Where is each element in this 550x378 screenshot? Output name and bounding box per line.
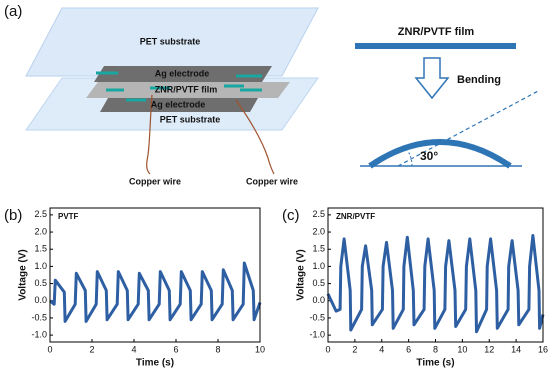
wire (235, 99, 275, 175)
y-axis-label: Voltage (V) (18, 249, 29, 300)
film-label: ZNR/PVTF film (398, 26, 475, 38)
nanorods (96, 71, 262, 102)
series-line (326, 234, 545, 334)
y-tick-label: 1.0 (34, 261, 47, 271)
x-tick-label: 8 (215, 344, 220, 354)
x-tick-label: 4 (131, 344, 136, 354)
layer-label: PET substrate (160, 114, 221, 124)
panel-label: (c) (282, 207, 300, 224)
layer-label: PET substrate (140, 36, 201, 46)
angle-arc (407, 150, 413, 167)
pet-top (25, 7, 319, 77)
bending-label: Bending (457, 74, 501, 86)
x-tick-label: 16 (538, 344, 548, 354)
y-tick-label: -0.5 (31, 312, 47, 322)
charts: -1.0 -0.5 0.0 0.5 1.0 1.5 2.0 2.5 0 2 4 6 8 10 PVTF Tim… (4, 207, 548, 369)
x-tick-label: 0 (47, 344, 52, 354)
y-tick-label: 0.0 (312, 295, 325, 305)
panel-label: (a) (4, 3, 22, 20)
x-tick-label: 8 (433, 344, 438, 354)
y-tick-label: 2.5 (34, 209, 47, 219)
y-tick-label: -1.0 (309, 330, 325, 340)
plot-frame (327, 207, 544, 343)
x-axis-label: Time (s) (136, 358, 174, 369)
series-line (49, 261, 262, 323)
y-tick-label: 1.5 (312, 244, 325, 254)
x-tick-label: 6 (173, 344, 178, 354)
layer-label: Ag electrode (155, 68, 210, 78)
y-tick-label: 2.0 (34, 226, 47, 236)
x-tick-label: 14 (511, 344, 521, 354)
x-axis-label: Time (s) (416, 358, 454, 369)
angle-label: 30° (420, 149, 438, 163)
y-tick-label: 0.5 (312, 278, 325, 288)
y-tick-label: -0.5 (309, 312, 325, 322)
layer-label: Ag electrode (151, 99, 206, 109)
bent-film (368, 139, 512, 169)
wire-label: Copper wire (129, 176, 181, 186)
x-tick-label: 2 (352, 344, 357, 354)
angle-line (397, 89, 541, 167)
y-tick-label: 0.5 (34, 278, 47, 288)
wire (146, 94, 153, 175)
x-tick-label: 6 (406, 344, 411, 354)
chart-title: ZNR/PVTF (336, 212, 375, 221)
x-tick-label: 2 (89, 344, 94, 354)
ag-top (94, 66, 272, 82)
x-tick-label: 12 (484, 344, 494, 354)
y-tick-label: -1.0 (31, 330, 47, 340)
y-tick-label: 2.5 (312, 209, 325, 219)
plot-frame (49, 207, 261, 343)
y-axis-label: Voltage (V) (296, 249, 307, 300)
y-tick-label: 2.0 (312, 226, 325, 236)
wire-label: Copper wire (246, 176, 298, 186)
arrow (414, 57, 450, 100)
x-tick-label: 0 (325, 344, 330, 354)
x-tick-label: 10 (457, 344, 467, 354)
layer-label: ZNR/PVTF film (155, 84, 218, 94)
y-tick-label: 0.0 (34, 295, 47, 305)
x-tick-label: 10 (255, 344, 265, 354)
panel-label: (b) (4, 207, 22, 224)
y-tick-label: 1.5 (34, 244, 47, 254)
x-tick-label: 4 (379, 344, 384, 354)
chart-title: PVTF (58, 212, 79, 221)
y-tick-label: 1.0 (312, 261, 325, 271)
